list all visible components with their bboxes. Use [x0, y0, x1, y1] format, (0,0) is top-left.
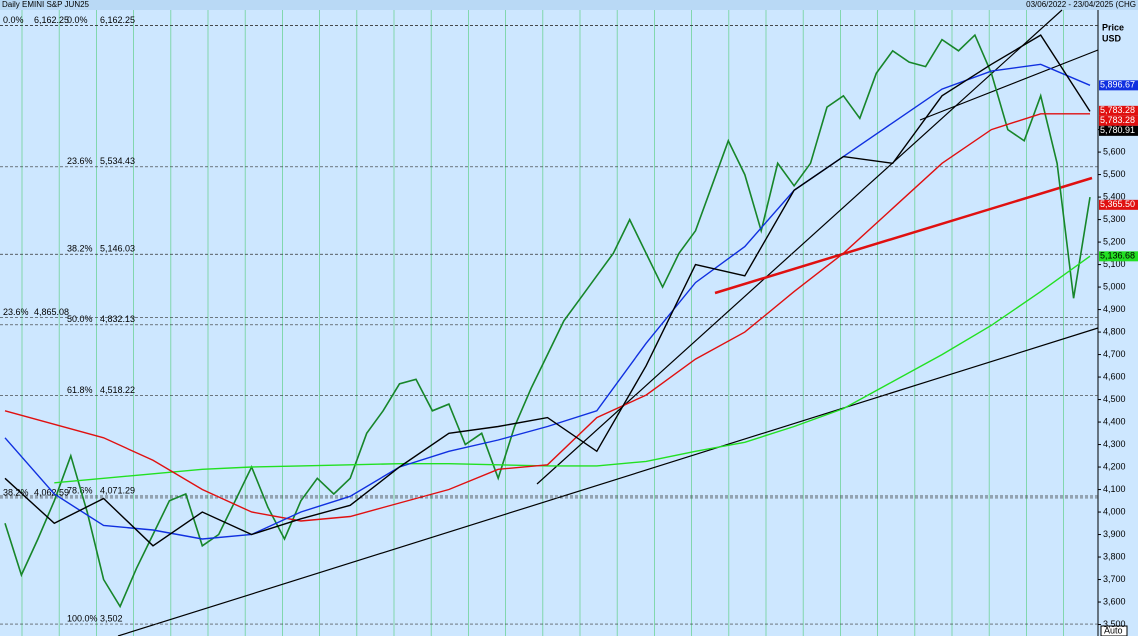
y-tick-label: 3,900	[1103, 529, 1126, 539]
y-tick-label: 4,100	[1103, 484, 1126, 494]
fib-percent: 0.0%	[67, 15, 88, 25]
fib-percent: 61.8%	[67, 385, 93, 395]
fib-percent: 23.6%	[3, 307, 29, 317]
fib-price: 3,502	[100, 613, 123, 623]
fib-price: 4,518.22	[100, 385, 135, 395]
fib-price: 6,162.25	[34, 15, 69, 25]
y-tick-label: 4,900	[1103, 304, 1126, 314]
y-tick-label: 4,700	[1103, 349, 1126, 359]
fib-price: 6,162.25	[100, 15, 135, 25]
y-tick-label: 3,500	[1103, 619, 1126, 629]
price-box-label: 5,783.28	[1100, 105, 1135, 115]
price-box	[1099, 115, 1138, 126]
price-box-label: 5,780.91	[1100, 125, 1135, 135]
y-tick-label: 3,700	[1103, 574, 1126, 584]
scale-button[interactable]	[1100, 625, 1128, 636]
y-tick-label: 4,600	[1103, 371, 1126, 381]
y-tick-label: 4,500	[1103, 394, 1126, 404]
fib-percent: 78.6%	[67, 485, 93, 495]
price-box	[1099, 125, 1138, 136]
y-tick-label: 4,200	[1103, 461, 1126, 471]
moving-average	[4, 34, 1091, 547]
fib-percent: 23.6%	[67, 156, 93, 166]
y-tick-label: 5,400	[1103, 191, 1126, 201]
y-tick-label: 5,500	[1103, 169, 1126, 179]
y-tick-label: 5,200	[1103, 236, 1126, 246]
moving-average	[4, 113, 1090, 522]
price-line	[4, 33, 1091, 609]
price-box-label: 5,896.67	[1100, 80, 1135, 90]
y-axis-unit: USD	[1102, 33, 1122, 43]
chart-title: Daily EMINI S&P JUN25	[2, 0, 90, 9]
fib-percent: 0.0%	[3, 15, 24, 25]
price-box-label: 5,136.68	[1100, 251, 1135, 261]
y-tick-label: 5,300	[1103, 214, 1126, 224]
y-tick-label: 3,600	[1103, 596, 1126, 606]
fib-percent: 38.2%	[3, 487, 29, 497]
trend-line	[117, 327, 1099, 636]
fib-price: 5,146.03	[100, 244, 135, 254]
price-box-label: 5,365.50	[1100, 199, 1135, 209]
price-box	[1099, 80, 1138, 91]
y-tick-label: 5,000	[1103, 281, 1126, 291]
y-axis-label: Price	[1102, 22, 1124, 32]
y-tick-label: 4,300	[1103, 439, 1126, 449]
y-tick-label: 4,000	[1103, 506, 1126, 516]
trend-line	[714, 176, 1093, 295]
fib-percent: 100.0%	[67, 613, 98, 623]
y-tick-label: 4,800	[1103, 326, 1126, 336]
y-tick-label: 5,100	[1103, 259, 1126, 269]
fib-price: 4,062.59	[34, 487, 69, 497]
price-box-label: 5,783.28	[1100, 115, 1135, 125]
fib-price: 4,865.08	[34, 307, 69, 317]
y-tick-label: 4,400	[1103, 416, 1126, 426]
moving-average	[4, 63, 1091, 540]
vertical-grid	[21, 10, 1064, 636]
y-tick-label: 3,800	[1103, 551, 1126, 561]
price-box	[1099, 251, 1138, 262]
fib-price: 5,534.43	[100, 156, 135, 166]
fib-percent: 38.2%	[67, 244, 93, 254]
price-box	[1099, 105, 1138, 116]
price-box	[1099, 199, 1138, 210]
fib-percent: 50.0%	[67, 314, 93, 324]
header-bar	[0, 0, 1138, 10]
fib-price: 4,832.13	[100, 314, 135, 324]
scale-mode[interactable]: Auto	[1104, 625, 1123, 635]
date-range: 03/06/2022 - 23/04/2025 (CHG	[1026, 0, 1136, 9]
moving-average	[54, 255, 1091, 484]
trend-line	[919, 49, 1099, 121]
y-tick-label: 5,600	[1103, 146, 1126, 156]
fib-price: 4,071.29	[100, 485, 135, 495]
